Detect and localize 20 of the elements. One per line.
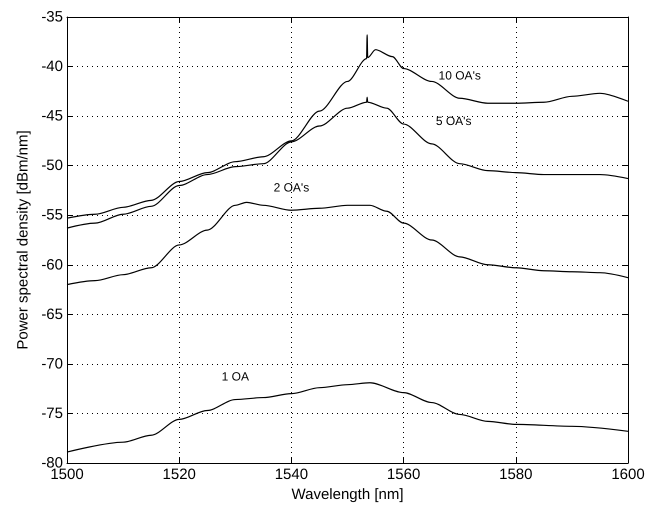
y-tick-label: -60 <box>41 256 63 274</box>
y-tick-label: -65 <box>41 306 63 323</box>
y-tick-label: -35 <box>41 8 63 26</box>
series-label: 2 OA's <box>274 180 310 194</box>
x-tick-label: 1520 <box>162 466 196 483</box>
series-label: 5 OA's <box>436 114 472 128</box>
x-tick-label: 1600 <box>611 466 645 483</box>
y-tick-label: -75 <box>41 404 63 422</box>
series-label: 1 OA <box>222 370 249 384</box>
y-axis-title: Power spectral density [dBm/nm] <box>14 130 32 350</box>
series-label: 10 OA's <box>438 68 481 82</box>
y-tick-label: -55 <box>41 206 63 224</box>
x-tick-label: 1560 <box>386 466 420 483</box>
x-tick-label: 1540 <box>274 466 308 483</box>
y-tick-label: -45 <box>41 108 63 125</box>
y-tick-label: -40 <box>41 58 63 76</box>
x-axis-title: Wavelength [nm] <box>292 486 404 503</box>
y-tick-label: -70 <box>41 355 63 372</box>
x-tick-label: 1580 <box>499 466 532 483</box>
y-tick-label: -50 <box>41 157 63 174</box>
